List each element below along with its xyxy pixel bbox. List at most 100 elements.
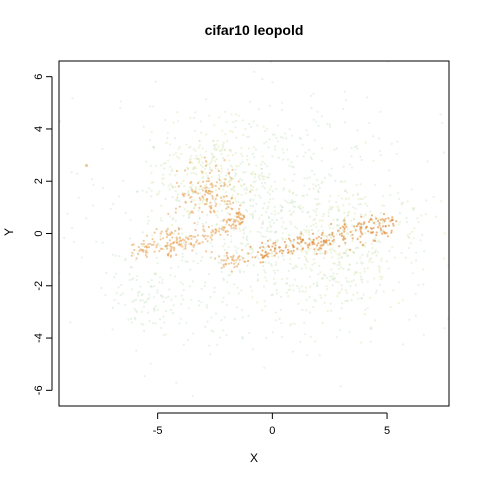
scatter-point: [142, 250, 145, 253]
scatter-point: [308, 176, 311, 179]
scatter-point: [240, 146, 243, 149]
scatter-point: [210, 169, 213, 172]
scatter-point: [303, 177, 306, 180]
scatter-point: [192, 148, 195, 151]
scatter-point: [274, 311, 277, 314]
scatter-point: [291, 350, 294, 353]
scatter-point: [329, 195, 332, 198]
scatter-point: [422, 268, 425, 271]
scatter-point: [244, 128, 247, 131]
scatter-point: [338, 261, 341, 264]
scatter-point: [213, 124, 216, 127]
scatter-point: [263, 175, 266, 178]
scatter-point: [328, 224, 331, 227]
scatter-point: [198, 188, 201, 191]
scatter-point: [354, 271, 357, 274]
x-tick-label: -5: [153, 425, 163, 437]
scatter-point: [174, 152, 177, 155]
scatter-point: [267, 215, 270, 219]
scatter-point: [257, 257, 260, 260]
scatter-point: [210, 329, 213, 332]
scatter-point: [425, 199, 428, 202]
scatter-point: [181, 252, 184, 255]
scatter-point: [186, 173, 189, 176]
scatter-point: [197, 161, 200, 164]
scatter-point: [422, 283, 425, 286]
scatter-point: [339, 329, 342, 332]
scatter-point: [240, 184, 243, 187]
scatter-point: [319, 244, 322, 247]
scatter-point: [263, 142, 266, 145]
scatter-point: [363, 245, 366, 248]
scatter-point: [293, 206, 297, 209]
scatter-point: [375, 254, 378, 257]
scatter-point: [232, 120, 235, 124]
scatter-point: [147, 281, 150, 284]
scatter-point: [344, 249, 348, 252]
scatter-point: [370, 231, 373, 234]
scatter-point: [247, 259, 250, 263]
scatter-point: [233, 228, 236, 231]
scatter-point: [194, 129, 197, 132]
scatter-point: [190, 237, 193, 240]
scatter-point: [129, 218, 132, 221]
scatter-point: [175, 253, 178, 256]
scatter-point: [281, 236, 284, 240]
scatter-point: [258, 174, 261, 177]
scatter-point: [318, 264, 321, 267]
scatter-point: [209, 207, 212, 210]
scatter-point: [217, 261, 220, 264]
scatter-point: [276, 124, 280, 127]
scatter-point: [415, 251, 418, 254]
scatter-point: [344, 289, 348, 292]
scatter-point: [214, 167, 217, 170]
scatter-point: [260, 167, 263, 170]
scatter-point: [378, 241, 382, 244]
scatter-point: [305, 229, 308, 232]
scatter-point: [250, 173, 253, 176]
scatter-point: [309, 156, 312, 159]
scatter-point: [319, 249, 322, 252]
scatter-point: [241, 248, 244, 252]
scatter-point: [374, 237, 377, 240]
scatter-point: [205, 199, 208, 202]
scatter-point: [320, 233, 323, 236]
scatter-point: [324, 250, 327, 253]
scatter-point: [228, 213, 231, 216]
scatter-point: [271, 331, 274, 334]
scatter-point: [362, 216, 365, 219]
scatter-point: [316, 189, 320, 192]
scatter-point: [251, 289, 254, 292]
scatter-point: [274, 241, 277, 244]
scatter-point: [182, 298, 185, 301]
scatter-point: [346, 254, 349, 258]
scatter-point: [237, 200, 240, 204]
scatter-point: [284, 199, 287, 202]
scatter-point: [360, 261, 363, 264]
scatter-point: [231, 130, 234, 133]
scatter-point: [209, 183, 212, 186]
scatter-point: [307, 231, 310, 234]
scatter-point: [238, 258, 241, 261]
scatter-point: [174, 174, 177, 177]
scatter-point: [241, 179, 244, 182]
scatter-point: [181, 232, 184, 235]
scatter-point: [319, 294, 322, 297]
scatter-point: [332, 227, 335, 230]
scatter-point: [160, 294, 163, 297]
scatter-point: [262, 264, 265, 268]
scatter-point: [338, 245, 341, 248]
scatter-point: [353, 225, 356, 228]
scatter-point: [164, 162, 167, 165]
scatter-point: [205, 250, 208, 253]
scatter-point: [183, 192, 186, 195]
scatter-point: [344, 189, 347, 192]
scatter-point: [148, 139, 152, 142]
scatter-point: [357, 198, 360, 201]
scatter-point: [366, 255, 369, 258]
scatter-point: [154, 164, 157, 167]
scatter-point: [146, 222, 150, 225]
scatter-point: [154, 80, 157, 83]
scatter-point: [312, 241, 315, 244]
scatter-point: [215, 202, 218, 205]
